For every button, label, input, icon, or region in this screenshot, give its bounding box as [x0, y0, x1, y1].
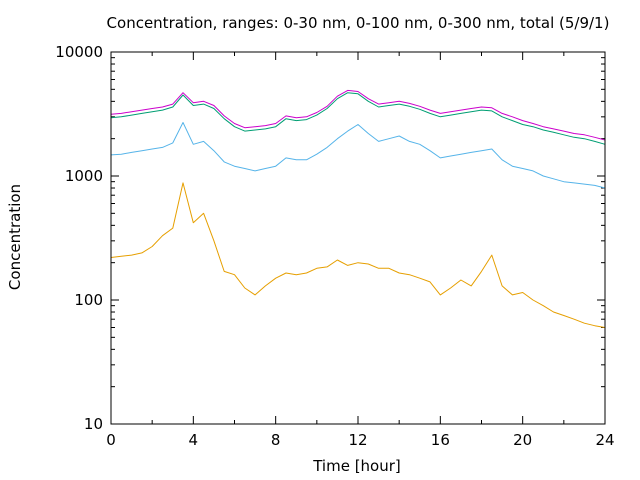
- x-tick-label: 16: [431, 431, 450, 449]
- y-axis-label: Concentration: [6, 184, 24, 290]
- y-tick-label: 100: [74, 291, 103, 309]
- chart-title: Concentration, ranges: 0-30 nm, 0-100 nm…: [107, 14, 610, 32]
- plot-frame: [110, 51, 606, 425]
- x-tick-label: 12: [348, 431, 367, 449]
- x-axis-label: Time [hour]: [312, 457, 401, 475]
- series-line-4: [110, 89, 606, 141]
- x-tick-label: 20: [513, 431, 532, 449]
- y-tick-label: 10: [84, 415, 103, 433]
- x-tick-label: 24: [595, 431, 614, 449]
- x-tick-label: 4: [189, 431, 199, 449]
- plot-series: [110, 89, 606, 328]
- y-tick-label: 1000: [65, 167, 103, 185]
- series-line-3: [110, 92, 606, 145]
- axis-ticks: 0 4 8 12 16 20 24 10 100 1000 10000: [55, 43, 614, 449]
- y-tick-label: 10000: [55, 43, 103, 61]
- x-tick-label: 0: [106, 431, 116, 449]
- x-tick-label: 8: [271, 431, 281, 449]
- series-line-2: [110, 122, 606, 189]
- series-line-1: [110, 182, 606, 328]
